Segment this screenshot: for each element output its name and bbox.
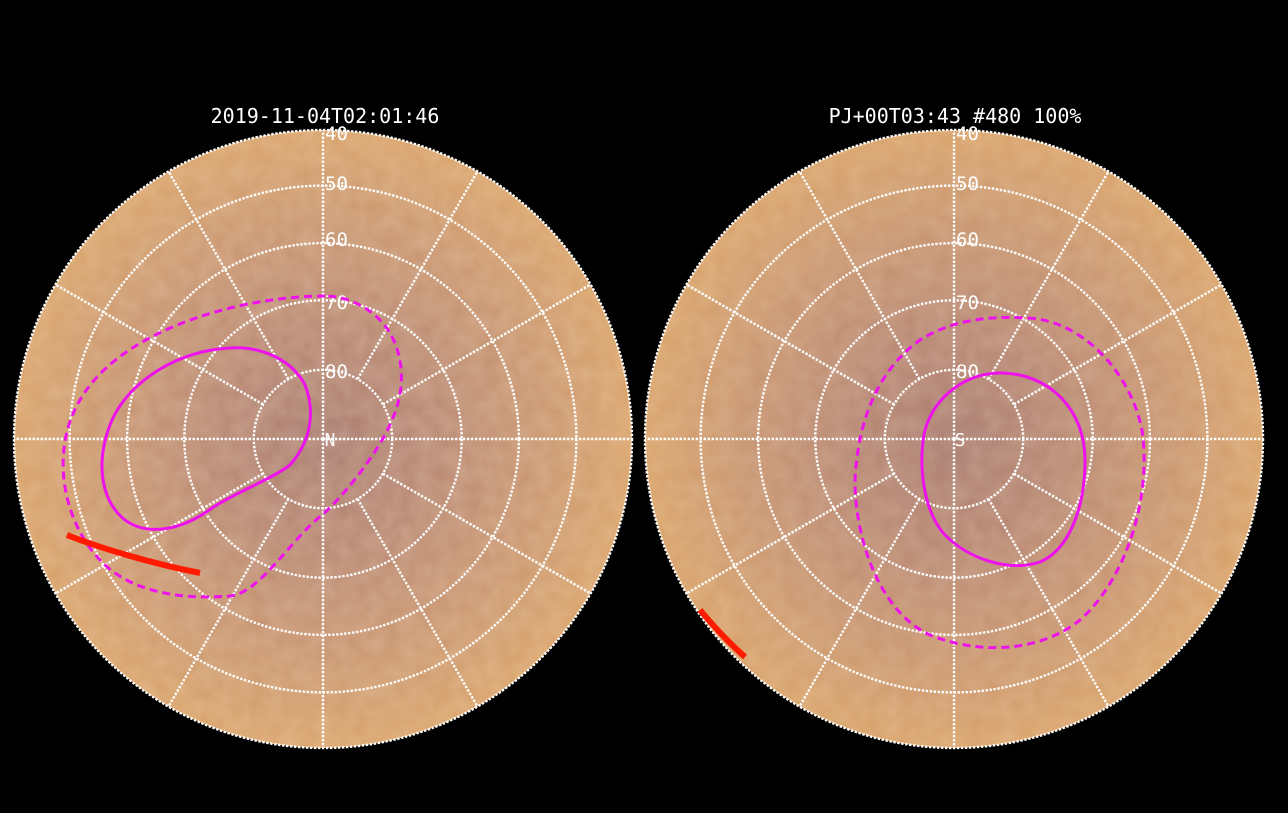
lat-label-60: 60 (325, 229, 348, 251)
north-latitude-labels: 40 50 60 70 80 (325, 123, 348, 383)
north-outer-auroral-oval (61, 294, 403, 599)
latitude-ring (756, 241, 1152, 637)
south-panel-title: PJ+00T03:43 #480 100% (829, 104, 1082, 128)
lat-label-40: 40 (956, 123, 979, 145)
south-lat-lon-grid (643, 128, 1265, 750)
south-footprint-track (697, 608, 747, 660)
north-panel-title: 2019-11-04T02:01:46 (211, 104, 440, 128)
lat-label-70: 70 (956, 292, 979, 314)
lat-label-60: 60 (956, 229, 979, 251)
north-inner-auroral-oval (100, 346, 312, 531)
north-pole-label: N (325, 430, 336, 451)
latitude-ring (814, 299, 1094, 579)
lat-label-40: 40 (325, 123, 348, 145)
south-inner-auroral-oval (920, 371, 1087, 567)
south-pole-label: S (955, 430, 966, 451)
north-polar-panel: 2019-11-04T02:01:46 40 50 60 70 80 N (12, 104, 634, 750)
south-polar-panel: PJ+00T03:43 #480 100% 40 50 60 70 80 S (643, 104, 1265, 750)
south-outer-auroral-oval (853, 315, 1146, 650)
north-footprint-track (65, 532, 201, 576)
south-latitude-labels: 40 50 60 70 80 (956, 123, 979, 383)
latitude-ring (125, 241, 521, 637)
latitude-ring (183, 299, 463, 579)
lat-label-80: 80 (325, 361, 348, 383)
lat-label-50: 50 (325, 173, 348, 195)
lat-label-50: 50 (956, 173, 979, 195)
